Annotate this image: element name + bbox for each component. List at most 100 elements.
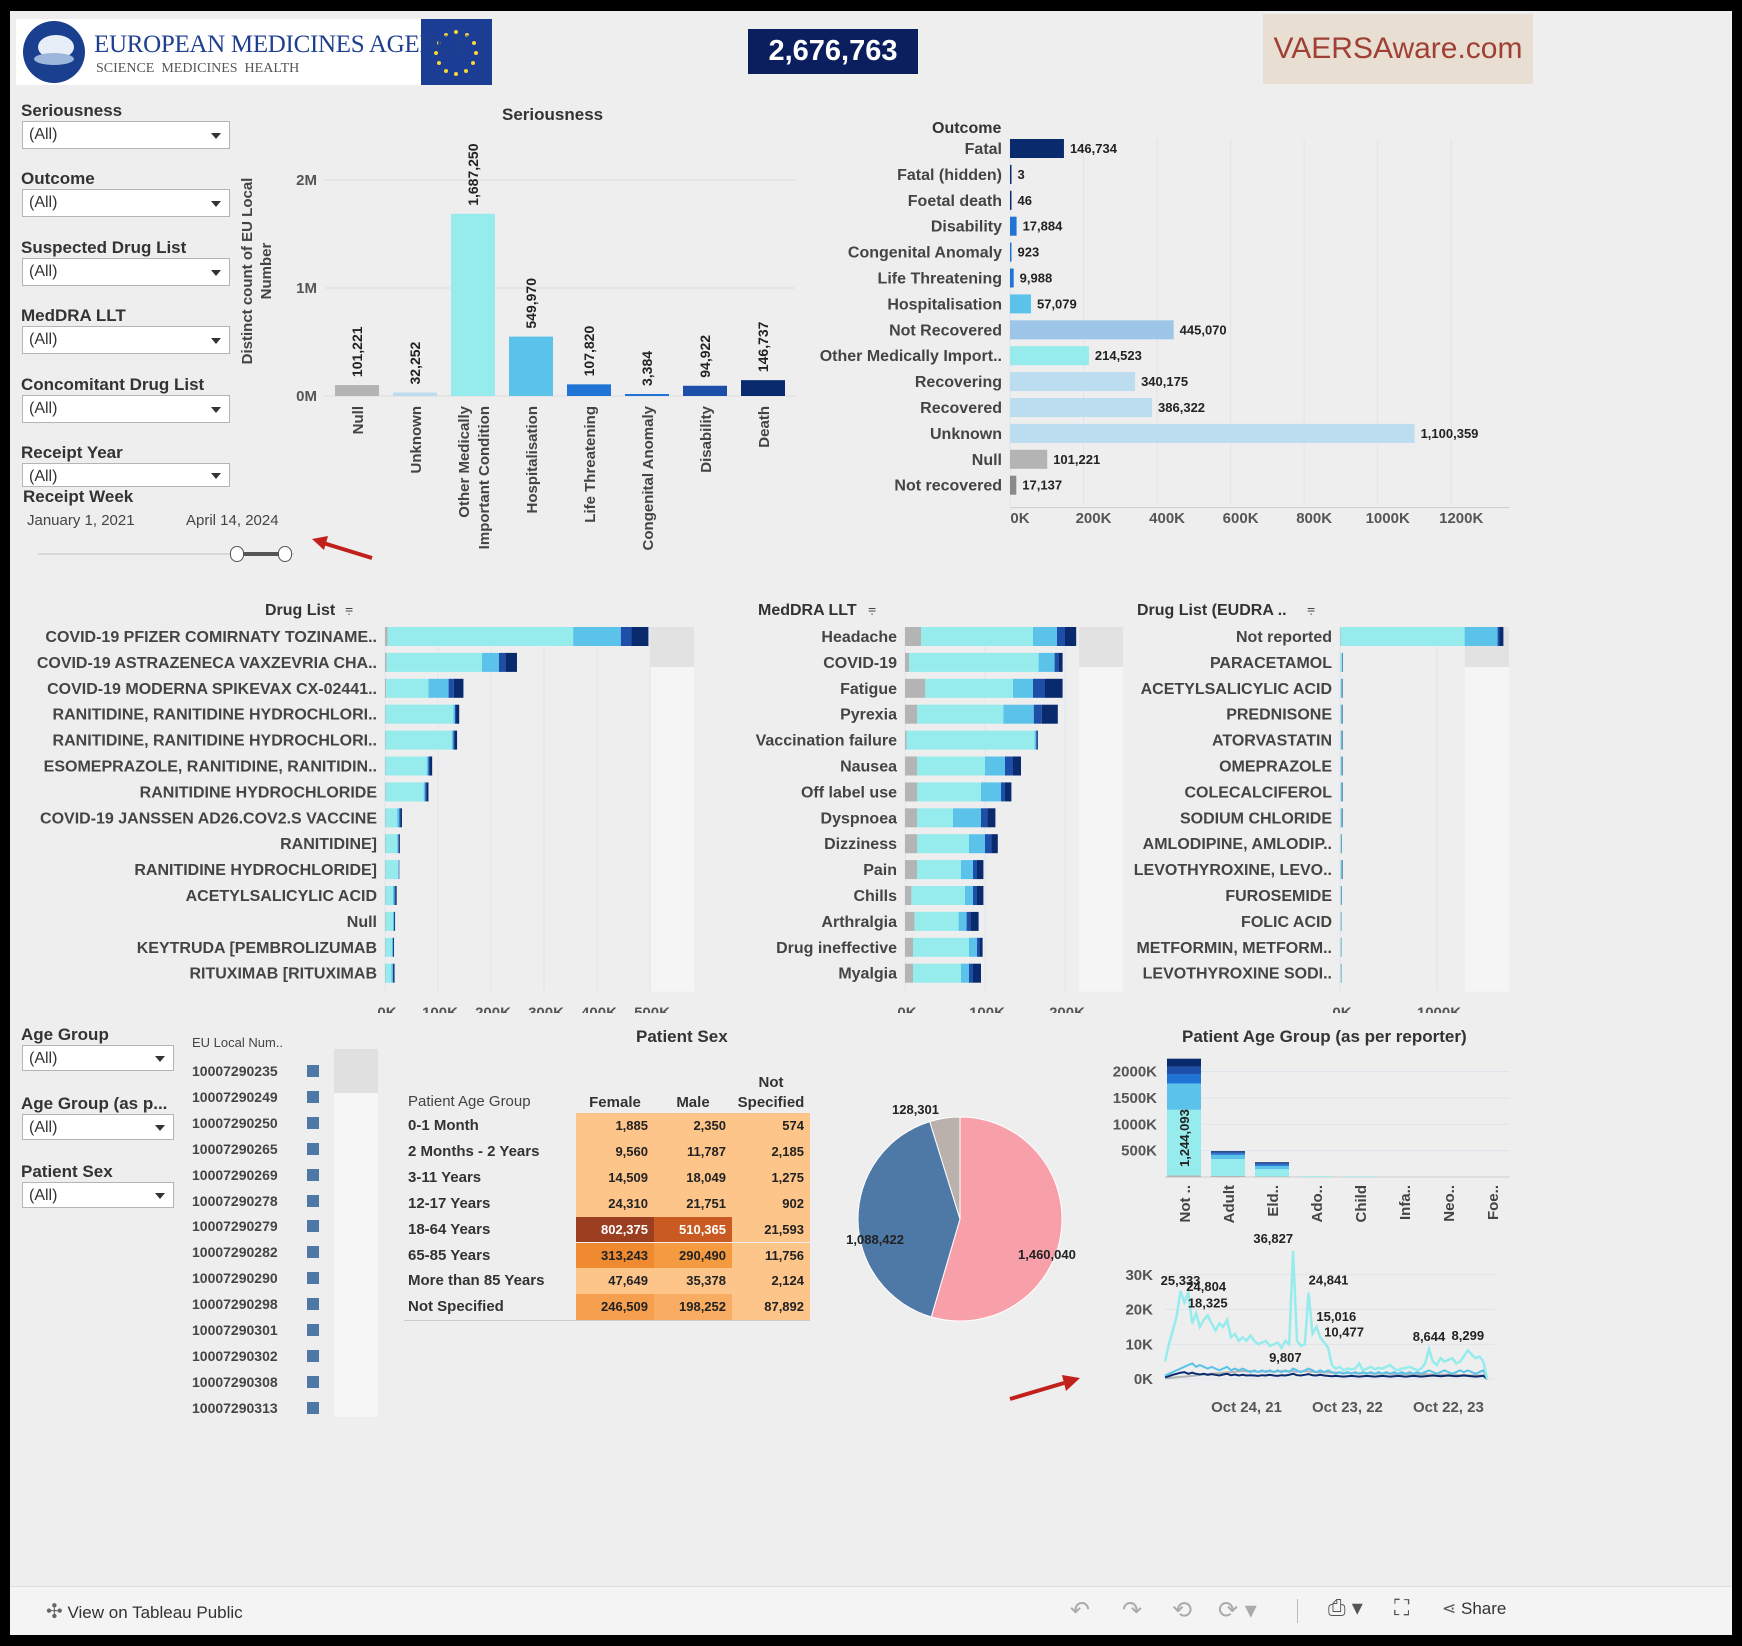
view-on-tableau-link[interactable]: ✣ View on Tableau Public [46,1599,243,1624]
bar-segment [1003,704,1034,724]
eu-local-marker [307,1065,319,1077]
bar-segment [394,886,396,905]
table-cell: 47,649 [576,1268,654,1295]
bar-value-label: 17,884 [1023,219,1064,234]
bar-segment [1340,937,1341,957]
eu-local-row[interactable]: 10007290308 [192,1374,332,1394]
x-tick-label: 0K [897,1005,916,1013]
suspected-drug-dropdown[interactable]: (All) [22,258,230,286]
eu-local-row[interactable]: 10007290250 [192,1115,332,1135]
bar-segment [1013,756,1021,776]
bar-segment [905,730,907,750]
receipt-week-slider[interactable] [38,544,294,564]
bar-segment [426,756,429,776]
eu-local-row[interactable]: 10007290301 [192,1322,332,1342]
meddra-dropdown[interactable]: (All) [22,326,230,354]
bar-segment [1255,1162,1289,1164]
bar-segment [395,886,397,905]
bar-segment [385,756,386,776]
category-label: COVID-19 MODERNA SPIKEVAX CX-02441.. [47,681,377,698]
share-button[interactable]: ⋖ Share [1442,1599,1506,1619]
undo-button[interactable]: ↶ [1070,1597,1091,1624]
bar-segment [398,860,399,880]
category-label: Ado.. [1309,1185,1326,1223]
bar-segment [1013,678,1033,698]
bar-segment [985,834,992,854]
eu-local-row[interactable]: 10007290282 [192,1244,332,1264]
share-icon: ⋖ [1442,1599,1457,1618]
bar-value-label: 101,221 [349,326,365,377]
bar-value-label: 146,734 [1070,141,1118,156]
eu-local-row[interactable]: 10007290313 [192,1400,332,1420]
chevron-down-icon [211,473,221,479]
bar-segment [1005,756,1013,776]
bar-segment [385,678,387,698]
scroll-thumb [650,627,694,667]
refresh-button[interactable]: ⟳ ▾ [1218,1597,1257,1624]
patient-sex-dropdown[interactable]: (All) [22,1182,174,1208]
eu-local-row[interactable]: 10007290298 [192,1296,332,1316]
eu-local-row[interactable]: 10007290249 [192,1089,332,1109]
bar-segment [385,911,386,931]
seriousness-dropdown[interactable]: (All) [22,121,230,149]
eu-local-row[interactable]: 10007290279 [192,1218,332,1238]
bar-value-label: 3 [1018,167,1025,182]
bar-segment [385,704,454,724]
eu-local-marker [307,1246,319,1259]
download-button[interactable]: ⎙ ▾ [1328,1595,1363,1620]
receipt-year-dropdown[interactable]: (All) [22,463,230,487]
x-tick-label: 400K [581,1005,617,1013]
outcome-dropdown[interactable]: (All) [22,189,230,217]
bar-segment [1001,782,1005,802]
table-cell: 11,756 [732,1242,810,1269]
bar-segment [1167,1073,1201,1084]
bar-segment [385,963,392,983]
eu-local-row[interactable]: 10007290269 [192,1167,332,1187]
concomitant-dropdown[interactable]: (All) [22,395,230,423]
view-on-tableau-label: View on Tableau Public [67,1603,243,1622]
eu-local-list-header: EU Local Num.. [192,1035,284,1050]
slider-handle-start[interactable] [230,546,244,562]
age-group-reporter-dropdown-value: (All) [29,1119,58,1136]
bar-segment [905,911,915,931]
bar-segment [1211,1153,1245,1155]
eu-local-marker [307,1194,319,1207]
sort-icon: ⩦ [1307,600,1315,616]
eu-local-row[interactable]: 10007290302 [192,1348,332,1368]
eu-local-scroll-thumb[interactable] [334,1049,378,1093]
fullscreen-button[interactable]: ⛶ [1394,1595,1410,1620]
line-data-label: 8,299 [1452,1328,1485,1343]
eu-local-marker [307,1401,319,1414]
bar-value-label: 146,737 [755,321,771,372]
eu-local-row[interactable]: 10007290235 [192,1063,332,1083]
eu-local-number: 10007290250 [192,1114,278,1131]
eu-local-scrollbar[interactable] [334,1049,378,1417]
outcome-category-label: Not Recovered [889,322,1002,339]
seriousness-bar [625,394,669,396]
outcome-category-label: Fatal [965,141,1002,158]
eu-local-row[interactable]: 10007290265 [192,1141,332,1161]
bar-segment [905,782,917,802]
age-group-reporter-dropdown[interactable]: (All) [22,1114,174,1140]
category-label: RANITIDINE, RANITIDINE HYDROCHLORI.. [53,707,377,724]
bar-segment [385,937,386,957]
y-tick-label: 2M [296,172,317,189]
bar-segment [905,704,917,724]
age-group-reporter-filter-title: Age Group (as p... [21,1094,168,1113]
age-group-dropdown[interactable]: (All) [22,1045,174,1071]
pie-slice [929,1116,961,1220]
redo-button[interactable]: ↷ [1122,1597,1143,1624]
eu-local-marker [307,1298,319,1311]
eu-local-row[interactable]: 10007290290 [192,1270,332,1290]
table-row-header-label: Patient Age Group [408,1093,531,1110]
revert-button[interactable]: ⟲ [1172,1597,1193,1624]
total-count: 2,676,763 [748,29,918,74]
category-label: Pain [863,862,897,879]
slider-handle-end[interactable] [278,546,292,562]
bar-segment [1033,678,1045,698]
bar-segment [385,782,386,802]
category-label: Nausea [840,759,897,776]
eu-local-row[interactable]: 10007290278 [192,1193,332,1213]
table-cell: 198,252 [654,1294,732,1321]
seriousness-bar [335,385,379,396]
